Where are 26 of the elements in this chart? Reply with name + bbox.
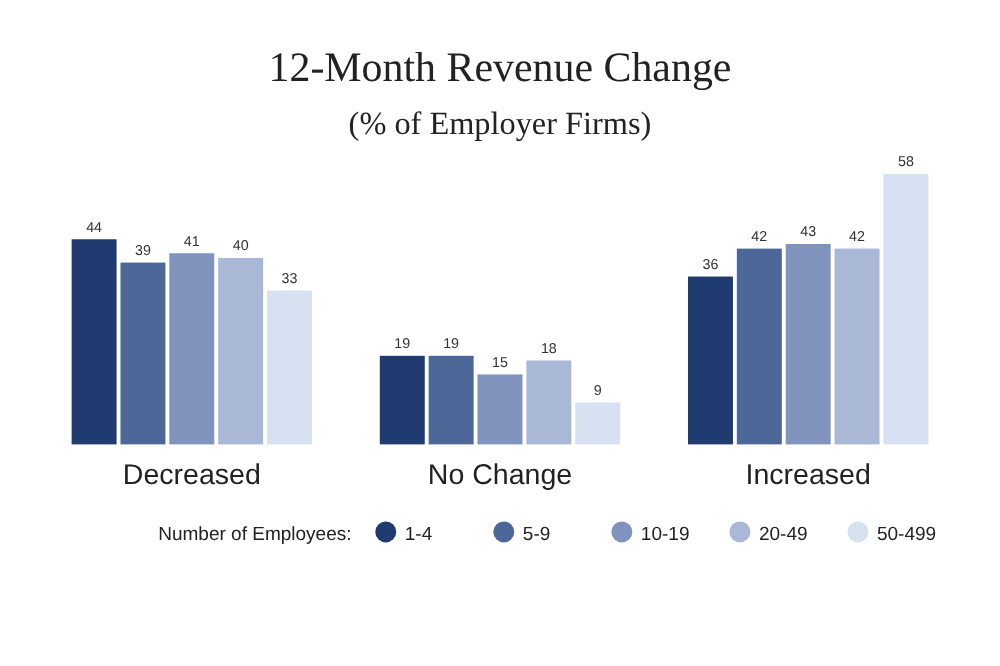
bar bbox=[169, 253, 215, 445]
bar bbox=[883, 174, 929, 445]
bar bbox=[736, 248, 782, 445]
bar bbox=[687, 276, 733, 445]
bar bbox=[120, 262, 166, 445]
legend-label: 1-4 bbox=[404, 523, 433, 546]
chart-title: 12-Month Revenue Change bbox=[268, 42, 732, 91]
bar bbox=[218, 257, 264, 445]
bar bbox=[379, 355, 425, 445]
bar bbox=[267, 290, 313, 445]
bar bbox=[477, 374, 523, 445]
legend-label: 50-499 bbox=[876, 523, 937, 546]
bar bbox=[575, 402, 621, 445]
legend-label: 20-49 bbox=[758, 523, 808, 546]
legend-label: 5-9 bbox=[522, 523, 551, 546]
x-tick-label: Decreased bbox=[122, 460, 261, 493]
bar bbox=[526, 360, 572, 445]
x-tick-label: Increased bbox=[745, 460, 871, 493]
bar bbox=[428, 355, 474, 445]
legend-label: 10-19 bbox=[640, 523, 690, 546]
bar bbox=[71, 239, 117, 445]
x-tick-label: No Change bbox=[427, 460, 573, 493]
legend-title: Number of Employees: bbox=[158, 523, 352, 546]
bar bbox=[834, 248, 880, 445]
chart-subtitle: (% of Employer Firms) bbox=[348, 108, 652, 143]
bar bbox=[785, 243, 831, 445]
